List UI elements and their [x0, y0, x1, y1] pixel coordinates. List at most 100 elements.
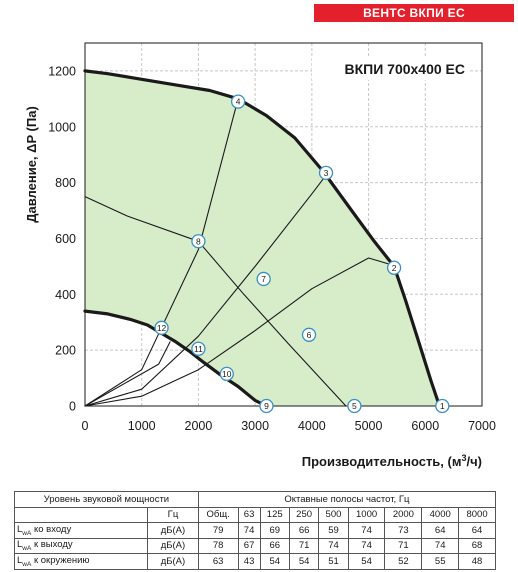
table-row: LwA к выходу дБ(А) 78 67 66 71 74 74 71 …: [13, 537, 496, 554]
y-tick-label: 0: [69, 400, 76, 414]
table-cell: 51: [318, 553, 349, 570]
sound-table-title: Уровень звуковой мощности: [14, 491, 199, 508]
fan-curve-min: [83, 309, 269, 408]
row-unit: дБ(А): [147, 553, 199, 570]
operating-point: 5: [347, 398, 362, 414]
operating-point-marker: [154, 320, 169, 335]
table-cell: 74: [237, 522, 261, 539]
network-curve: [84, 170, 330, 407]
operating-point-label: 7: [261, 274, 266, 284]
table-cell: 79: [197, 522, 239, 539]
column-header: 2000: [384, 506, 423, 523]
fan-performance-chart: 0 1000 2000 3000 4000 5000 6000 7000 0 200 400 600 8…: [24, 42, 496, 469]
table-cell: 63: [197, 553, 239, 570]
operating-point-label: 12: [157, 323, 167, 333]
x-axis-label: Производительность, (м3/ч): [302, 453, 482, 469]
sound-power-table: Уровень звуковой мощности Октавные полос…: [13, 491, 497, 570]
operating-point: 1: [435, 398, 450, 414]
operating-point-marker: [259, 398, 274, 414]
operating-point-label: 5: [352, 401, 357, 411]
table-cell: 66: [259, 537, 290, 554]
x-tick-label: 5000: [355, 419, 383, 433]
brand-banner: ВЕНТС ВКПИ ЕС: [314, 4, 514, 22]
operating-point: 11: [191, 341, 206, 356]
operating-point: 10: [219, 366, 234, 382]
operating-point-label: 11: [194, 344, 203, 354]
table-cell: 54: [347, 553, 386, 570]
operating-point-marker: [347, 398, 362, 414]
x-tick-label: 2000: [185, 419, 213, 433]
table-cell: 54: [288, 553, 320, 570]
operating-point-label: 8: [196, 236, 201, 246]
x-axis-label-main: Производительность, (м: [302, 454, 462, 469]
column-header: 63: [237, 506, 261, 523]
operating-point-marker: [301, 327, 317, 342]
tick-labels: 0 1000 2000 3000 4000 5000 6000 7000 0 200 400 600 8…: [48, 64, 496, 433]
table-cell: 74: [318, 537, 349, 554]
sound-table-empty-cell: [13, 506, 149, 523]
y-tick-label: 1200: [48, 64, 76, 78]
operating-point-label: 9: [264, 401, 269, 411]
row-label: LwA ко входу: [13, 522, 149, 539]
operating-point: 3: [318, 165, 334, 180]
y-tick-label: 400: [55, 288, 76, 302]
operating-point-label: 4: [236, 97, 241, 107]
operating-point-label: 10: [222, 369, 232, 379]
operating-point: 8: [191, 234, 206, 249]
table-cell: 54: [259, 553, 290, 570]
operating-point-label: 6: [307, 330, 312, 340]
y-tick-label: 800: [55, 176, 76, 190]
table-cell: 52: [384, 553, 423, 570]
table-cell: 64: [458, 522, 496, 539]
chart-title: ВКПИ 700x400 ЕС: [344, 61, 465, 77]
operating-point: 9: [259, 398, 274, 414]
table-cell: 66: [288, 522, 320, 539]
table-cell: 74: [347, 537, 386, 554]
sound-table-columns-row: Гц Общ. 63 125 250 500 1000 2000 4000 80…: [13, 506, 496, 523]
network-curve: [84, 257, 398, 407]
column-header: 1000: [347, 506, 386, 523]
x-axis-label-sup: 3: [461, 453, 466, 463]
network-curve: [84, 196, 347, 407]
column-header: 125: [259, 506, 290, 523]
table-row: LwA ко входу дБ(А) 79 74 69 66 59 74 73 …: [13, 522, 496, 539]
table-cell: 78: [197, 537, 239, 554]
operating-point-marker: [318, 165, 334, 180]
operating-point-marker: [435, 398, 450, 414]
column-header: Общ.: [197, 506, 239, 523]
table-cell: 68: [458, 537, 496, 554]
table-cell: 59: [318, 522, 349, 539]
y-tick-label: 1000: [48, 120, 76, 134]
x-tick-label: 0: [82, 419, 89, 433]
operating-point: 4: [230, 94, 246, 109]
row-label: LwA к окружению: [13, 553, 149, 570]
operating-point-label: 3: [324, 168, 329, 178]
operating-point-marker: [230, 94, 246, 109]
operating-point-marker: [386, 260, 402, 275]
sound-table-header-row: Уровень звуковой мощности Октавные полос…: [14, 491, 497, 508]
chart-title-background: [312, 58, 470, 80]
table-cell: 67: [237, 537, 261, 554]
table-cell: 71: [384, 537, 423, 554]
operating-point-marker: [191, 341, 206, 356]
operating-point: 2: [386, 260, 402, 275]
column-header: 8000: [458, 506, 496, 523]
table-cell: 74: [347, 522, 386, 539]
column-header: 250: [288, 506, 320, 523]
sound-table-group-header: Октавные полосы частот, Гц: [197, 491, 497, 508]
row-unit: дБ(А): [147, 537, 199, 554]
x-tick-label: 4000: [298, 419, 326, 433]
x-tick-label: 1000: [128, 419, 156, 433]
operating-point: 6: [301, 327, 317, 342]
x-axis-label-tail: /ч): [467, 454, 483, 469]
table-cell: 74: [421, 537, 460, 554]
fan-curves: [83, 69, 442, 408]
network-curves: [84, 98, 398, 407]
x-tick-label: 6000: [411, 419, 439, 433]
operating-area: [85, 70, 440, 407]
sound-table-unit-header: Гц: [147, 506, 199, 523]
network-curve: [84, 98, 239, 407]
y-tick-label: 200: [55, 344, 76, 358]
table-cell: 73: [384, 522, 423, 539]
table-row: LwA к окружению дБ(А) 63 43 54 54 51 54 …: [13, 553, 496, 570]
